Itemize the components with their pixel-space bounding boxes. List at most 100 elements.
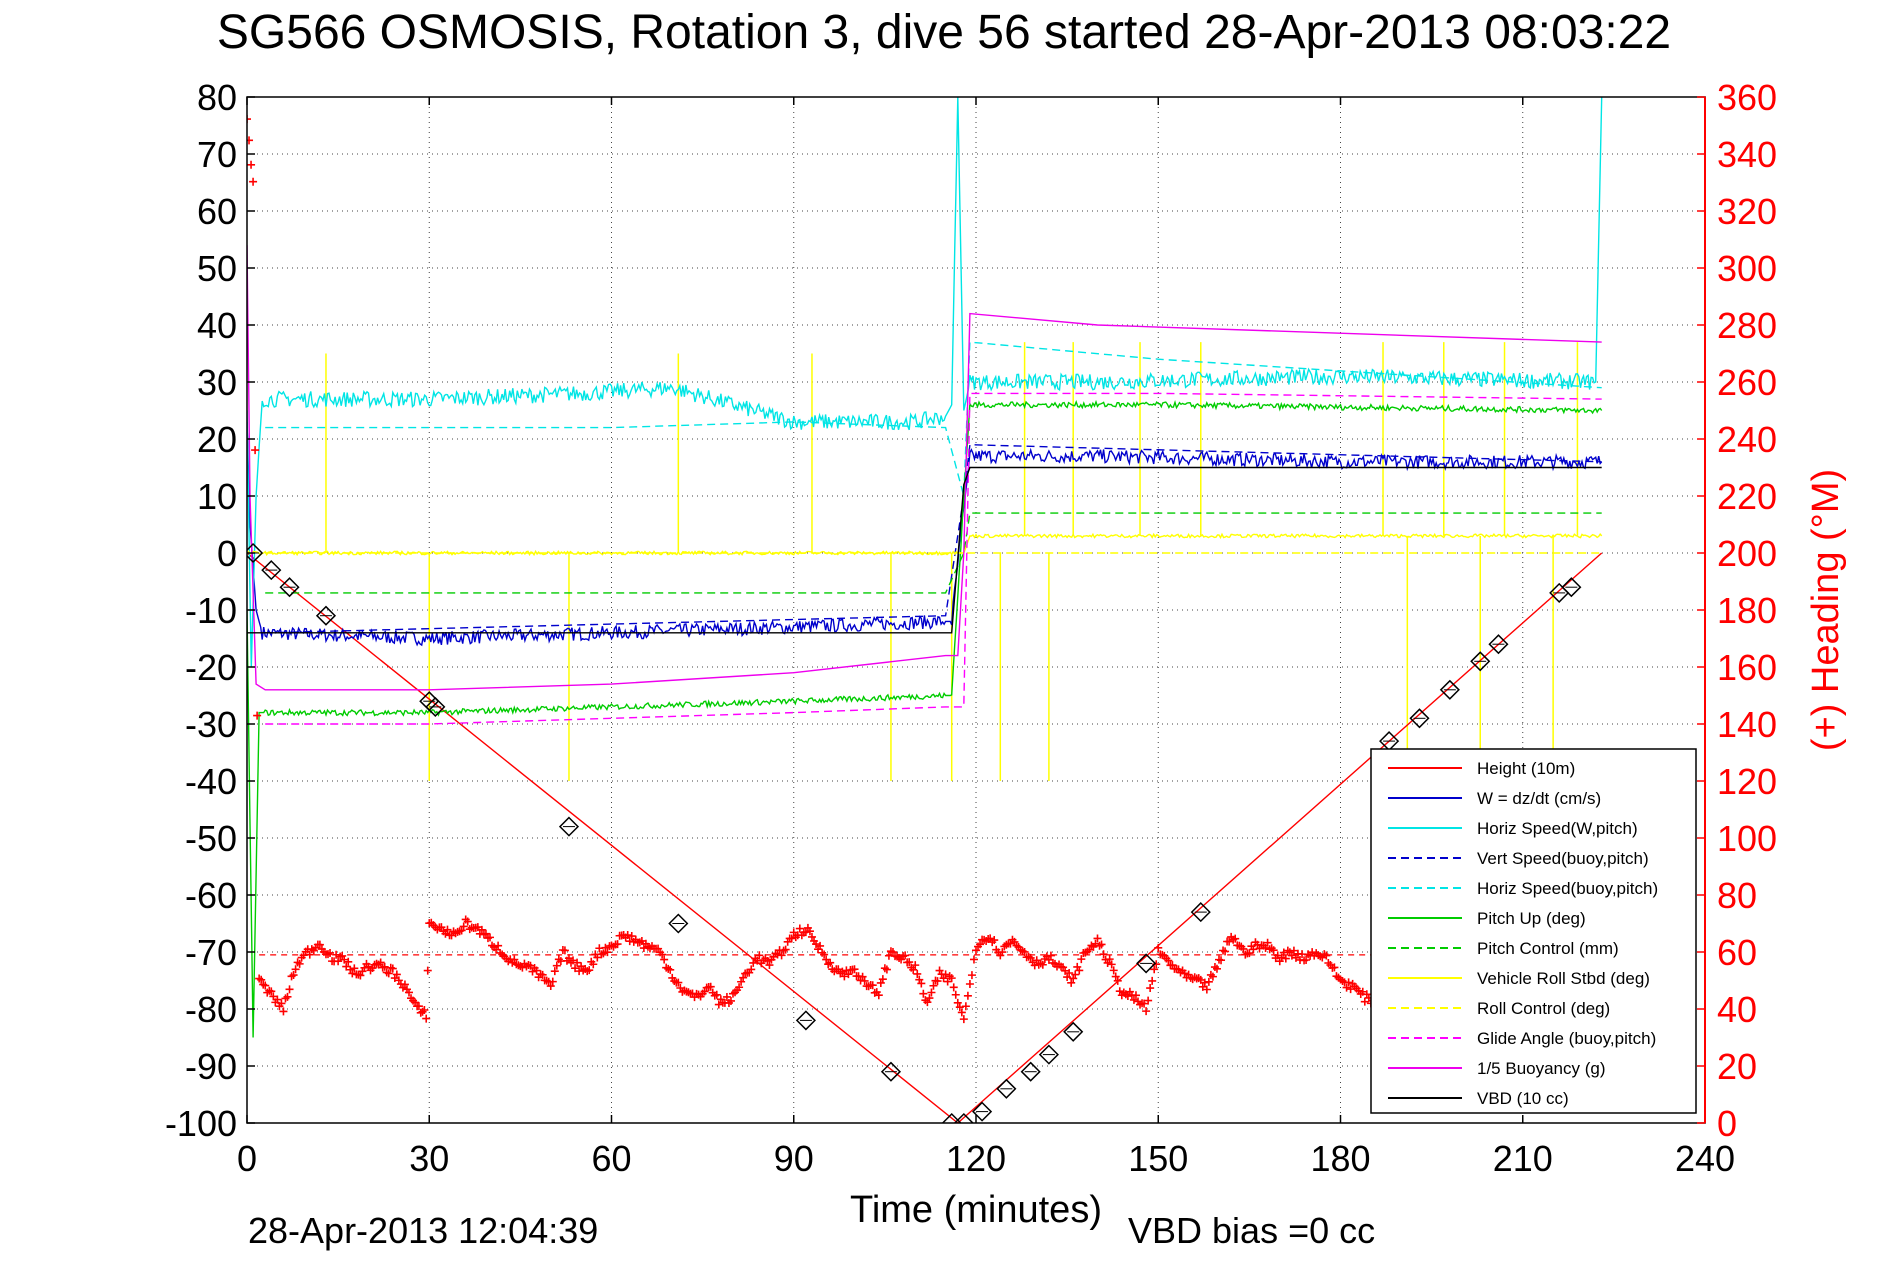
y-tick-label: -80 — [185, 989, 237, 1030]
heading-point — [747, 965, 756, 974]
heading-point — [726, 996, 735, 1005]
heading-point — [326, 948, 335, 957]
heading-point — [822, 955, 831, 964]
heading-point — [356, 971, 365, 980]
heading-point — [712, 990, 721, 999]
heading-point — [1105, 955, 1114, 964]
heading-point — [787, 934, 796, 943]
heading-point — [1148, 976, 1157, 985]
heading-point — [953, 998, 962, 1007]
heading-point — [722, 992, 731, 1001]
heading-point — [1111, 972, 1120, 981]
heading-point — [990, 936, 999, 945]
heading-point — [1065, 969, 1074, 978]
heading-point — [1212, 964, 1221, 973]
y-tick-label: -60 — [185, 875, 237, 916]
heading-point — [564, 954, 573, 963]
depth-marker — [1020, 1061, 1041, 1082]
y-tick-label: -10 — [185, 590, 237, 631]
heading-point — [1071, 970, 1080, 979]
heading-point — [1046, 951, 1055, 960]
series-line — [265, 512, 1602, 594]
heading-point — [917, 979, 926, 988]
y2-tick-label: 220 — [1717, 476, 1777, 517]
y2-tick-label: 280 — [1717, 305, 1777, 346]
heading-point — [348, 969, 357, 978]
heading-point — [949, 983, 958, 992]
heading-point — [637, 936, 646, 945]
heading-point — [1291, 953, 1300, 962]
heading-point — [315, 940, 324, 949]
heading-point — [577, 962, 586, 971]
heading-point — [737, 977, 746, 986]
heading-point — [459, 922, 468, 931]
heading-point — [826, 958, 835, 967]
depth-marker — [668, 913, 689, 934]
heading-point — [1322, 951, 1331, 960]
heading-point — [585, 966, 594, 975]
heading-point — [919, 989, 928, 998]
heading-point — [422, 1014, 431, 1023]
y2-tick-label: 260 — [1717, 362, 1777, 403]
heading-point — [481, 929, 490, 938]
y-tick-label: -40 — [185, 761, 237, 802]
heading-point — [267, 987, 276, 996]
y-tick-label: -100 — [165, 1103, 237, 1144]
legend-box — [1370, 748, 1697, 1114]
heading-point — [392, 970, 401, 979]
heading-point — [1142, 1007, 1151, 1016]
y-tick-label: -20 — [185, 647, 237, 688]
heading-point — [658, 950, 667, 959]
heading-point — [1107, 960, 1116, 969]
heading-point — [486, 933, 494, 942]
heading-point — [1129, 995, 1138, 1004]
heading-point — [1263, 938, 1272, 947]
heading-point — [443, 925, 452, 934]
heading-point — [878, 975, 887, 984]
depth-marker — [795, 1010, 816, 1031]
heading-point — [905, 958, 914, 967]
heading-point — [418, 1007, 427, 1016]
series-line — [265, 392, 1602, 725]
heading-point — [261, 981, 270, 990]
heading-point — [477, 925, 486, 934]
heading-point — [807, 932, 816, 941]
y2-tick-label: 320 — [1717, 191, 1777, 232]
heading-point — [1093, 934, 1102, 943]
heading-point — [340, 955, 349, 964]
heading-point — [739, 973, 748, 982]
heading-point — [1032, 956, 1041, 965]
heading-point — [858, 972, 867, 981]
heading-point — [593, 953, 602, 962]
heading-point — [441, 929, 450, 938]
depth-marker — [1063, 1021, 1084, 1042]
heading-point — [735, 983, 744, 992]
y-tick-label: 40 — [197, 305, 237, 346]
legend-label: Roll Control (deg) — [1477, 999, 1610, 1018]
heading-point — [380, 962, 389, 971]
heading-point — [1020, 947, 1029, 956]
heading-point — [933, 977, 942, 986]
heading-point — [627, 932, 636, 941]
y2-tick-label: 240 — [1717, 419, 1777, 460]
heading-point — [763, 956, 772, 965]
heading-point — [599, 949, 608, 958]
y2-tick-label: 300 — [1717, 248, 1777, 289]
heading-point — [289, 971, 298, 980]
heading-point — [1273, 951, 1282, 960]
heading-point — [1061, 966, 1070, 975]
legend-label: W = dz/dt (cm/s) — [1477, 789, 1601, 808]
series-line — [265, 341, 1602, 497]
legend-label: 1/5 Buoyancy (g) — [1477, 1059, 1606, 1078]
heading-point — [805, 927, 814, 936]
heading-point — [332, 950, 341, 959]
heading-point — [947, 974, 956, 983]
y-tick-label: 30 — [197, 362, 237, 403]
series-line — [247, 552, 1603, 1123]
heading-point — [749, 958, 758, 967]
series-line — [247, 97, 1603, 668]
heading-point — [1113, 976, 1122, 985]
depth-marker — [425, 696, 446, 717]
heading-point — [447, 931, 456, 940]
